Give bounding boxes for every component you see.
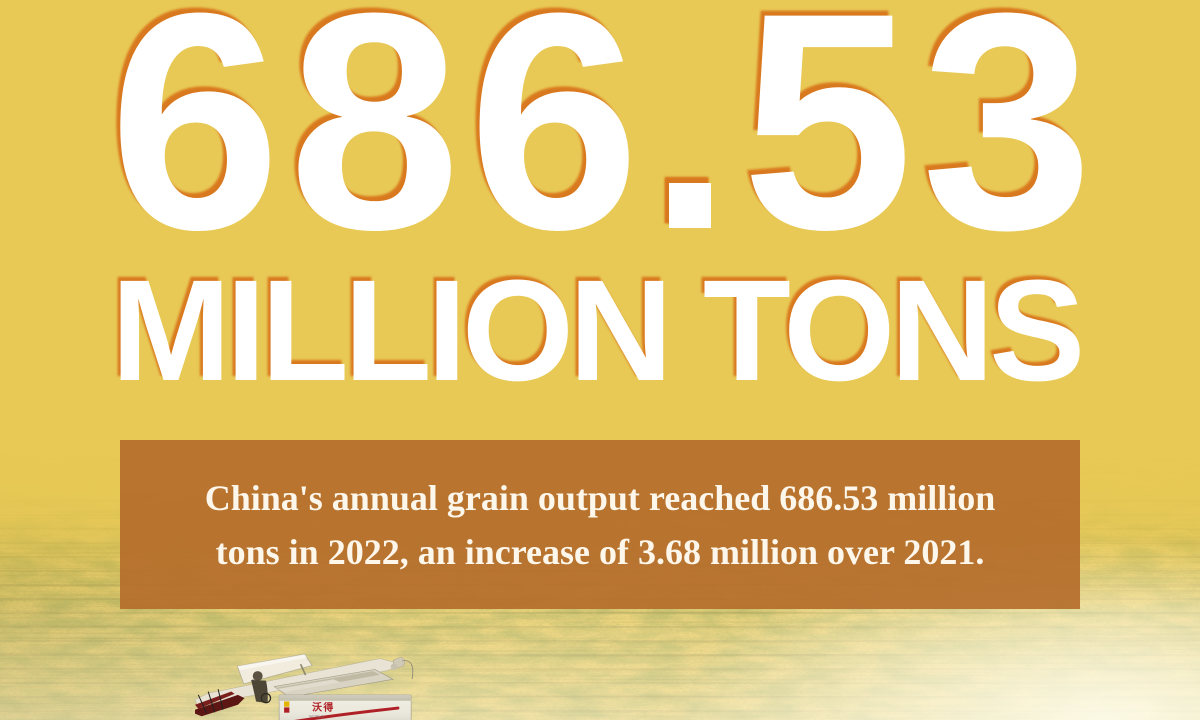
svg-text:沃得: 沃得 <box>312 700 334 713</box>
svg-text:WORLD: WORLD <box>309 713 324 718</box>
